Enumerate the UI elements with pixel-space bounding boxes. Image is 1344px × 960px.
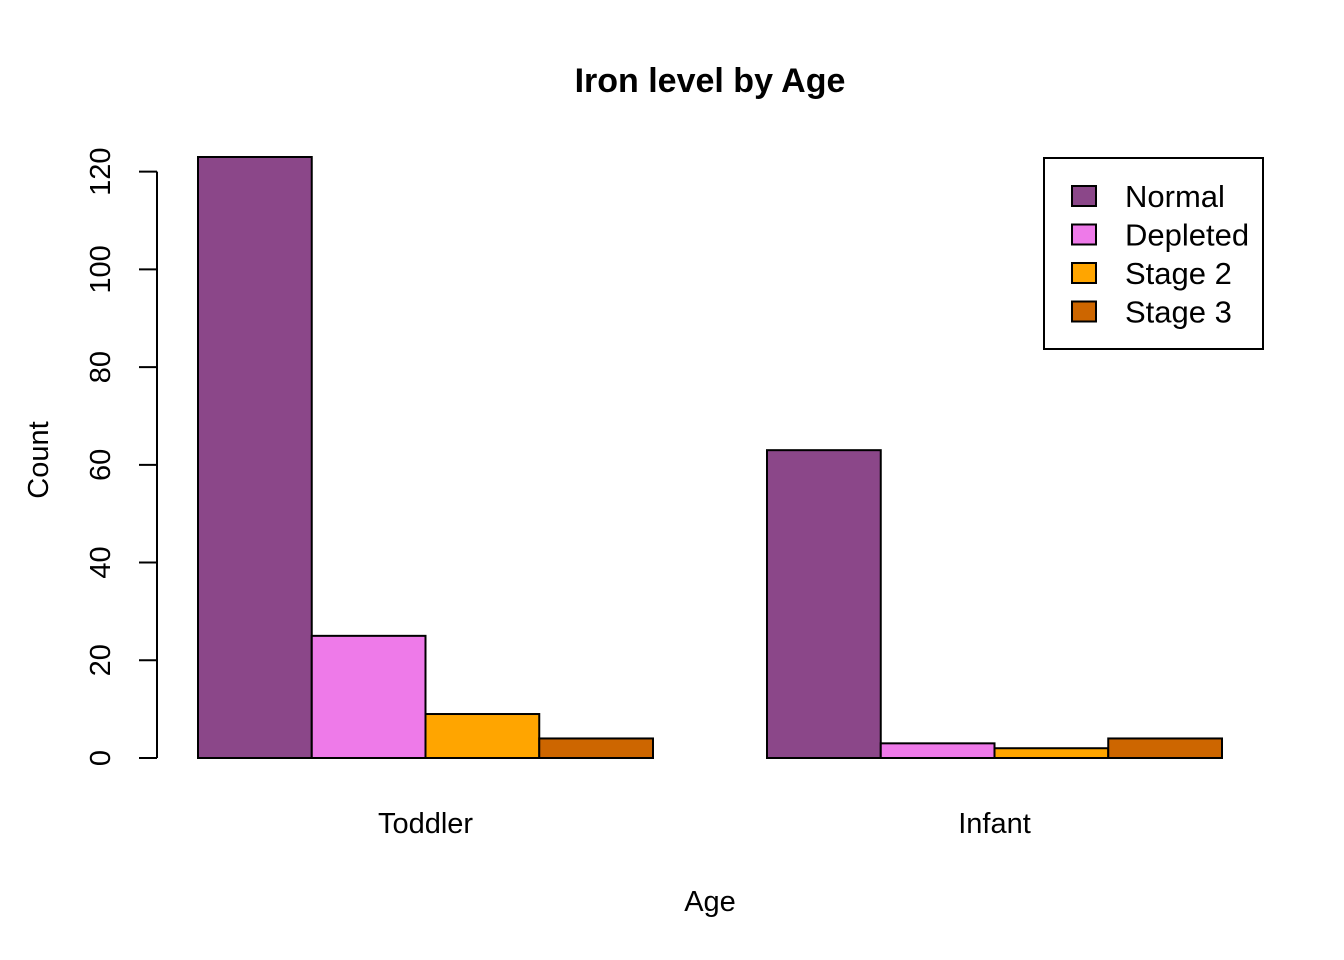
category-label-infant: Infant — [958, 808, 1031, 840]
bar-toddler-stage-2 — [424, 713, 541, 760]
legend-swatch — [1071, 223, 1097, 246]
legend-entry: Depleted — [1125, 218, 1249, 253]
bar-toddler-stage-3 — [538, 737, 654, 759]
bar-infant-stage-3 — [1107, 737, 1223, 759]
bar-toddler-depleted — [310, 634, 427, 759]
y-tick-label: 0 — [85, 750, 117, 766]
legend-swatch — [1071, 262, 1097, 284]
chart-title: Iron level by Age — [575, 62, 846, 100]
y-axis: 0 20 40 60 80 100 120 — [85, 147, 158, 766]
legend-entry: Stage 2 — [1125, 256, 1232, 291]
x-axis-label: Age — [684, 886, 736, 918]
y-axis-label: Count — [23, 421, 55, 498]
legend-swatch — [1071, 185, 1097, 207]
y-tick-label: 60 — [85, 449, 117, 481]
bar-infant-depleted — [879, 742, 996, 760]
y-tick-label: 100 — [85, 245, 117, 293]
legend-entry: Normal — [1125, 179, 1225, 214]
bar-toddler-normal — [197, 156, 313, 759]
category-labels: Toddler Infant — [378, 808, 1031, 840]
legend-swatch — [1071, 300, 1097, 323]
bar-infant-normal — [766, 449, 882, 759]
bars — [197, 156, 1223, 760]
y-tick-label: 80 — [85, 351, 117, 383]
bar-infant-stage-2 — [993, 747, 1110, 760]
y-tick-label: 20 — [85, 644, 117, 676]
legend-entry: Stage 3 — [1125, 295, 1232, 330]
category-label-toddler: Toddler — [378, 808, 473, 840]
y-tick-label: 120 — [85, 147, 117, 195]
y-tick-label: 40 — [85, 546, 117, 578]
